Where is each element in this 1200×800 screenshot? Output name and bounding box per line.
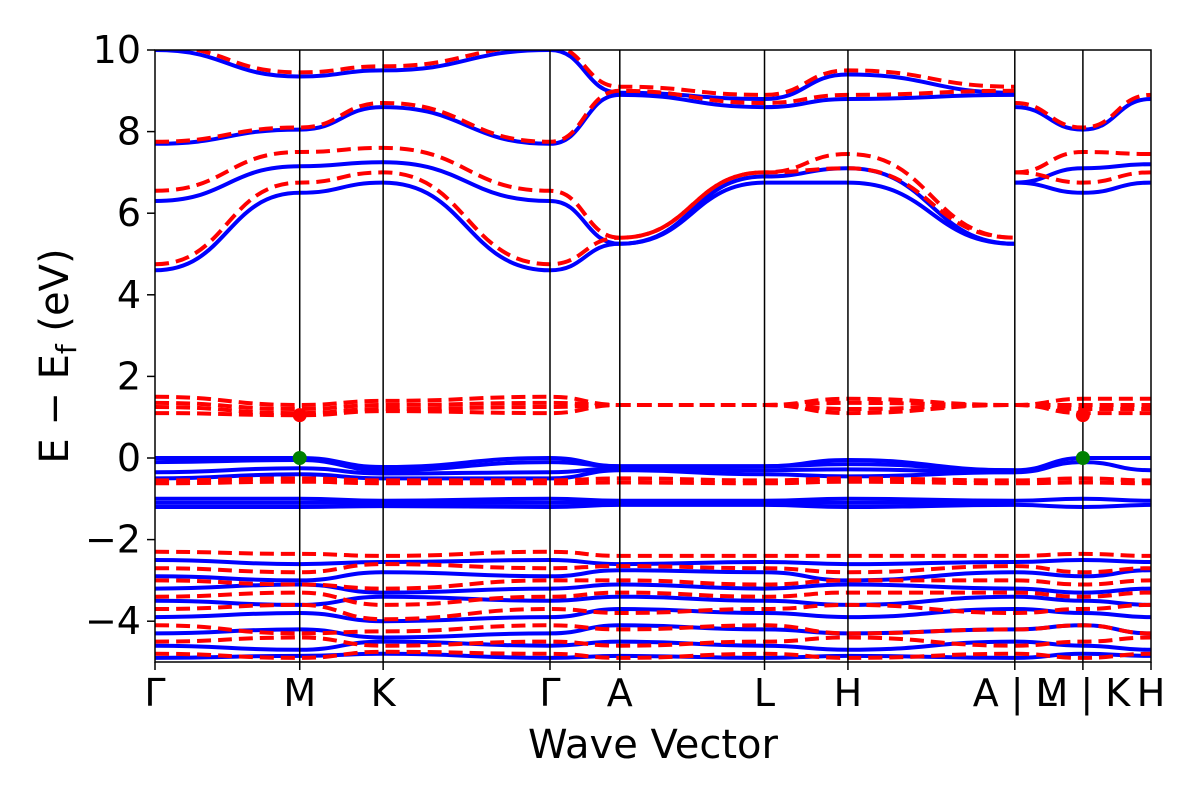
vbm-marker-1 <box>1075 451 1090 465</box>
spin-up-band-18 <box>155 558 1151 567</box>
y-tick-label-7: −4 <box>85 599 141 643</box>
x-tick-label-2: K <box>371 671 397 715</box>
vbm-marker-0 <box>292 451 307 465</box>
y-tick-label-0: 10 <box>93 28 141 72</box>
x-tick-label-0: Γ <box>144 671 165 715</box>
spin-down-band-14 <box>155 562 1151 575</box>
spin-down-band-19 <box>155 635 1151 648</box>
spin-up-band-4 <box>155 496 1015 503</box>
spin-down-band-5 <box>155 479 1151 486</box>
x-tick-label-1: M <box>283 671 316 715</box>
spin-up-band-21 <box>155 594 1151 607</box>
x-axis-label: Wave Vector <box>528 722 779 768</box>
cbm-marker-2 <box>292 408 307 423</box>
spin-down-band-15 <box>155 578 1151 591</box>
spin-down-band-13 <box>155 549 1151 558</box>
y-axis-label: E − Ef (eV) <box>32 248 83 463</box>
x-tick-label-9: H <box>1137 671 1166 715</box>
spin-up-band-19 <box>155 568 1151 583</box>
y-axis-label-sub: f <box>50 343 83 354</box>
y-axis-label-main: E − E <box>32 354 78 464</box>
y-ticks-layer: 10 8 6 4 2 0 −2 −4 <box>85 28 155 643</box>
cbm-marker-3 <box>1075 408 1090 423</box>
y-tick-label-5: 0 <box>117 436 141 480</box>
spin-down-band-3 <box>155 403 1151 418</box>
kpoint-lines-layer <box>298 50 1084 662</box>
x-tick-label-4: A <box>607 671 633 715</box>
x-tick-label-5: L <box>754 671 775 715</box>
plot-frame <box>154 49 1152 663</box>
spin-up-band-6 <box>155 502 1015 510</box>
y-tick-label-2: 6 <box>117 191 141 235</box>
spin-up-band-24 <box>155 639 1151 652</box>
y-tick-label-6: −2 <box>85 518 141 562</box>
y-tick-label-4: 2 <box>117 354 141 398</box>
x-tick-label-3: Γ <box>539 671 560 715</box>
y-tick-label-1: 8 <box>117 110 141 154</box>
extrema-layer <box>292 408 1090 465</box>
y-axis-label-unit: (eV) <box>32 248 78 344</box>
x-tick-label-7: A | L <box>973 671 1057 716</box>
spin-down-band-17 <box>155 602 1151 622</box>
spin-down-band-18 <box>155 623 1151 636</box>
spin-down-band-16 <box>155 590 1151 607</box>
y-tick-label-3: 4 <box>117 273 141 317</box>
x-tick-label-8: M | K <box>1036 671 1132 716</box>
spin-up-band-22 <box>155 607 1151 624</box>
spin-down-band-20 <box>155 649 1151 660</box>
spin-down-band-4 <box>155 476 1151 483</box>
x-tick-label-6: H <box>834 671 863 715</box>
